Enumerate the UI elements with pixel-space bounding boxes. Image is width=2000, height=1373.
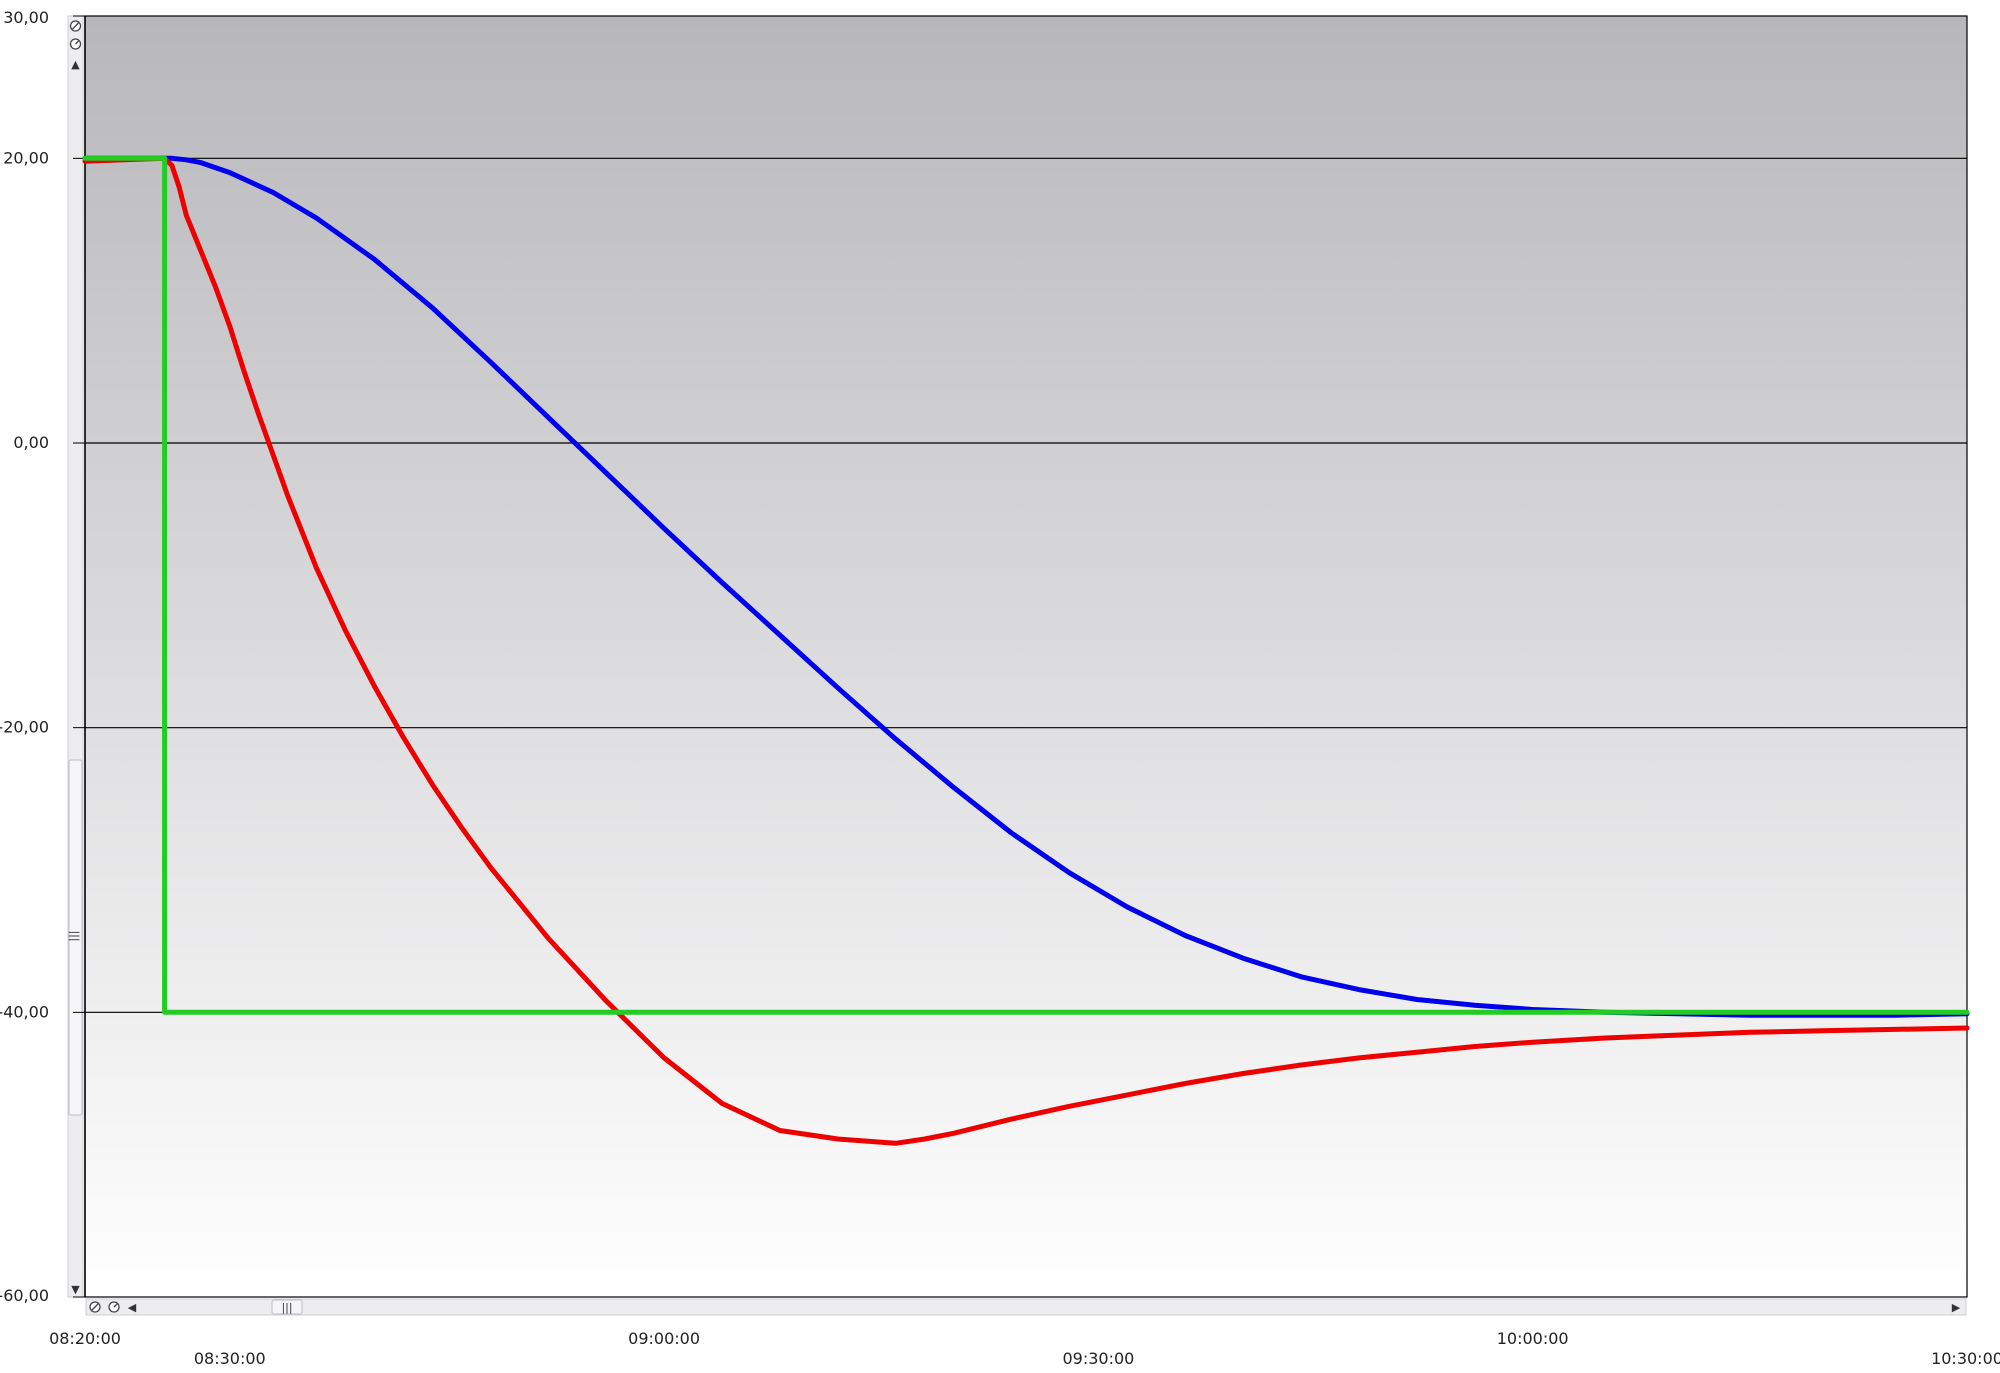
y-axis-ticks: 30,00 20,00 0,00 -20,00 -40,00 -60,00 <box>0 8 85 1305</box>
reset-icon-hand <box>113 1303 118 1308</box>
horizontal-scrollbar[interactable]: ◀ ||| ▶ <box>85 1298 1967 1316</box>
x-reset-button[interactable] <box>108 1301 120 1313</box>
vertical-grip-icon[interactable]: ||| <box>69 930 82 941</box>
y-tick-label: 0,00 <box>13 433 49 452</box>
plot-area <box>85 16 1967 1297</box>
scroll-up-arrow-icon[interactable]: ▲ <box>71 58 80 71</box>
scroll-right-arrow-icon[interactable]: ▶ <box>1952 1301 1961 1314</box>
magnifier-icon-bar <box>72 22 79 30</box>
scroll-down-arrow-icon[interactable]: ▼ <box>71 1283 80 1296</box>
x-zoom-button[interactable] <box>89 1301 101 1313</box>
y-tick-label: -40,00 <box>0 1002 49 1021</box>
series-line-2 <box>82 155 1970 1146</box>
y-zoom-button[interactable] <box>69 20 82 32</box>
y-reset-button[interactable] <box>69 38 82 50</box>
reset-icon-hand <box>75 40 79 45</box>
x-tick-label: 10:30:00 <box>1931 1349 2000 1368</box>
y-tick-label: -20,00 <box>0 718 49 737</box>
horizontal-scrollbar-thumb[interactable] <box>271 1299 303 1315</box>
y-tick-label: 30,00 <box>3 8 49 27</box>
magnifier-icon-bar <box>91 1303 99 1311</box>
scroll-left-arrow-icon[interactable]: ◀ <box>128 1301 137 1314</box>
vertical-scrollbar-thumb[interactable] <box>68 759 83 1116</box>
horizontal-grip-icon[interactable]: ||| <box>281 1301 292 1314</box>
y-tick-label: 20,00 <box>3 148 49 167</box>
x-tick-label: 08:30:00 <box>194 1349 266 1368</box>
x-tick-label: 09:00:00 <box>628 1329 700 1348</box>
x-tick-label: 10:00:00 <box>1497 1329 1569 1348</box>
x-tick-label: 09:30:00 <box>1062 1349 1134 1368</box>
horizontal-scrollbar-track[interactable] <box>85 1298 1967 1316</box>
series-line-3 <box>82 155 1970 1015</box>
series-layer <box>82 155 1970 1146</box>
y-tick-label: -60,00 <box>0 1286 49 1305</box>
x-tick-label: 08:20:00 <box>49 1329 121 1348</box>
x-axis-ticks: 08:20:00 08:30:00 09:00:00 09:30:00 10:00:00… <box>49 1329 2000 1368</box>
vertical-scrollbar[interactable]: ▲ ||| ▼ <box>67 15 84 1298</box>
